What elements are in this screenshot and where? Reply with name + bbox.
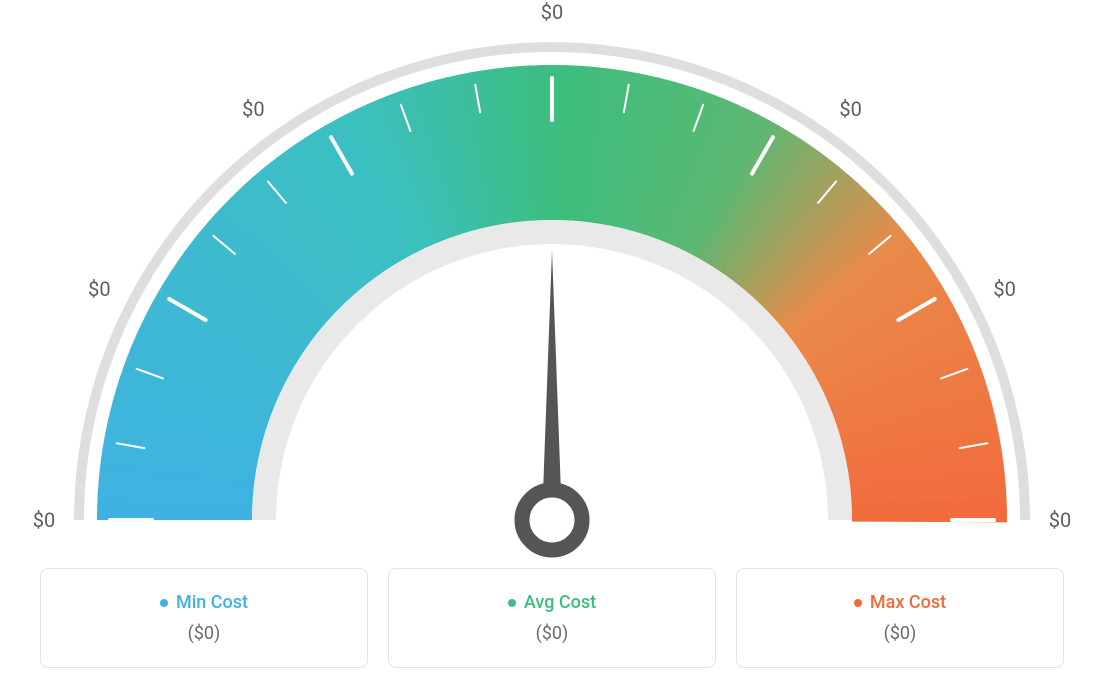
legend-title-avg: Avg Cost — [508, 592, 596, 613]
legend-dot-icon — [160, 599, 168, 607]
gauge-tick-label: $0 — [541, 0, 563, 24]
legend-avg-label: Avg Cost — [524, 592, 596, 613]
legend-row: Min Cost ($0) Avg Cost ($0) Max Cost ($0… — [40, 568, 1064, 668]
legend-title-max: Max Cost — [854, 592, 946, 613]
legend-dot-icon — [854, 599, 862, 607]
gauge-tick-label: $0 — [33, 508, 55, 532]
legend-avg-value: ($0) — [536, 623, 569, 644]
legend-min-value: ($0) — [188, 623, 221, 644]
gauge-tick-label: $0 — [242, 97, 264, 121]
gauge-chart-container: $0 $0 $0 $0 $0 $0 $0 Min Cost ($0) Avg Cost ($… — [0, 0, 1104, 690]
legend-card-min: Min Cost ($0) — [40, 568, 368, 668]
legend-title-min: Min Cost — [160, 592, 248, 613]
legend-card-max: Max Cost ($0) — [736, 568, 1064, 668]
legend-max-label: Max Cost — [870, 592, 946, 613]
legend-min-label: Min Cost — [176, 592, 248, 613]
gauge-tick-label: $0 — [993, 277, 1015, 301]
gauge: $0 $0 $0 $0 $0 $0 $0 — [0, 0, 1104, 560]
gauge-tick-label: $0 — [1049, 508, 1071, 532]
gauge-svg — [0, 0, 1104, 560]
legend-card-avg: Avg Cost ($0) — [388, 568, 716, 668]
gauge-tick-label: $0 — [88, 277, 110, 301]
gauge-tick-label: $0 — [839, 97, 861, 121]
legend-max-value: ($0) — [884, 623, 917, 644]
legend-dot-icon — [508, 599, 516, 607]
